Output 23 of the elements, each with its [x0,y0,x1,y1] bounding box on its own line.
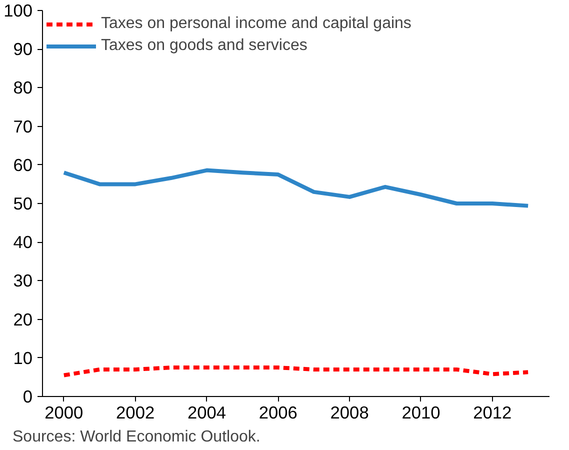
line-series [62,168,530,208]
y-tick-label: 10 [13,348,33,368]
x-tick-label: 2006 [258,402,298,422]
x-tick-label: 2012 [473,402,512,422]
x-tick-label: 2004 [187,402,226,422]
y-tick-label: 80 [13,78,33,98]
x-tick-label: 2010 [402,402,440,422]
y-tick-label: 100 [4,0,33,20]
y-tick-label: 30 [13,270,33,291]
y-tick-label: 0 [22,386,33,406]
legend-label: Taxes on goods and services [101,37,308,55]
y-tick-label: 60 [13,154,33,175]
legend-label: Taxes on personal income and capital gains [101,15,412,33]
x-tick-label: 2008 [330,402,369,422]
x-tick-label: 2000 [44,402,84,422]
x-tick-label: 2002 [116,402,155,422]
source-note: Sources: World Economic Outlook. [12,428,260,446]
y-tick-label: 90 [13,39,33,60]
y-tick-label: 40 [13,232,33,252]
y-tick-label: 70 [13,116,33,136]
line-series [62,366,530,378]
y-tick-label: 50 [13,194,33,214]
y-tick-label: 20 [13,309,33,330]
